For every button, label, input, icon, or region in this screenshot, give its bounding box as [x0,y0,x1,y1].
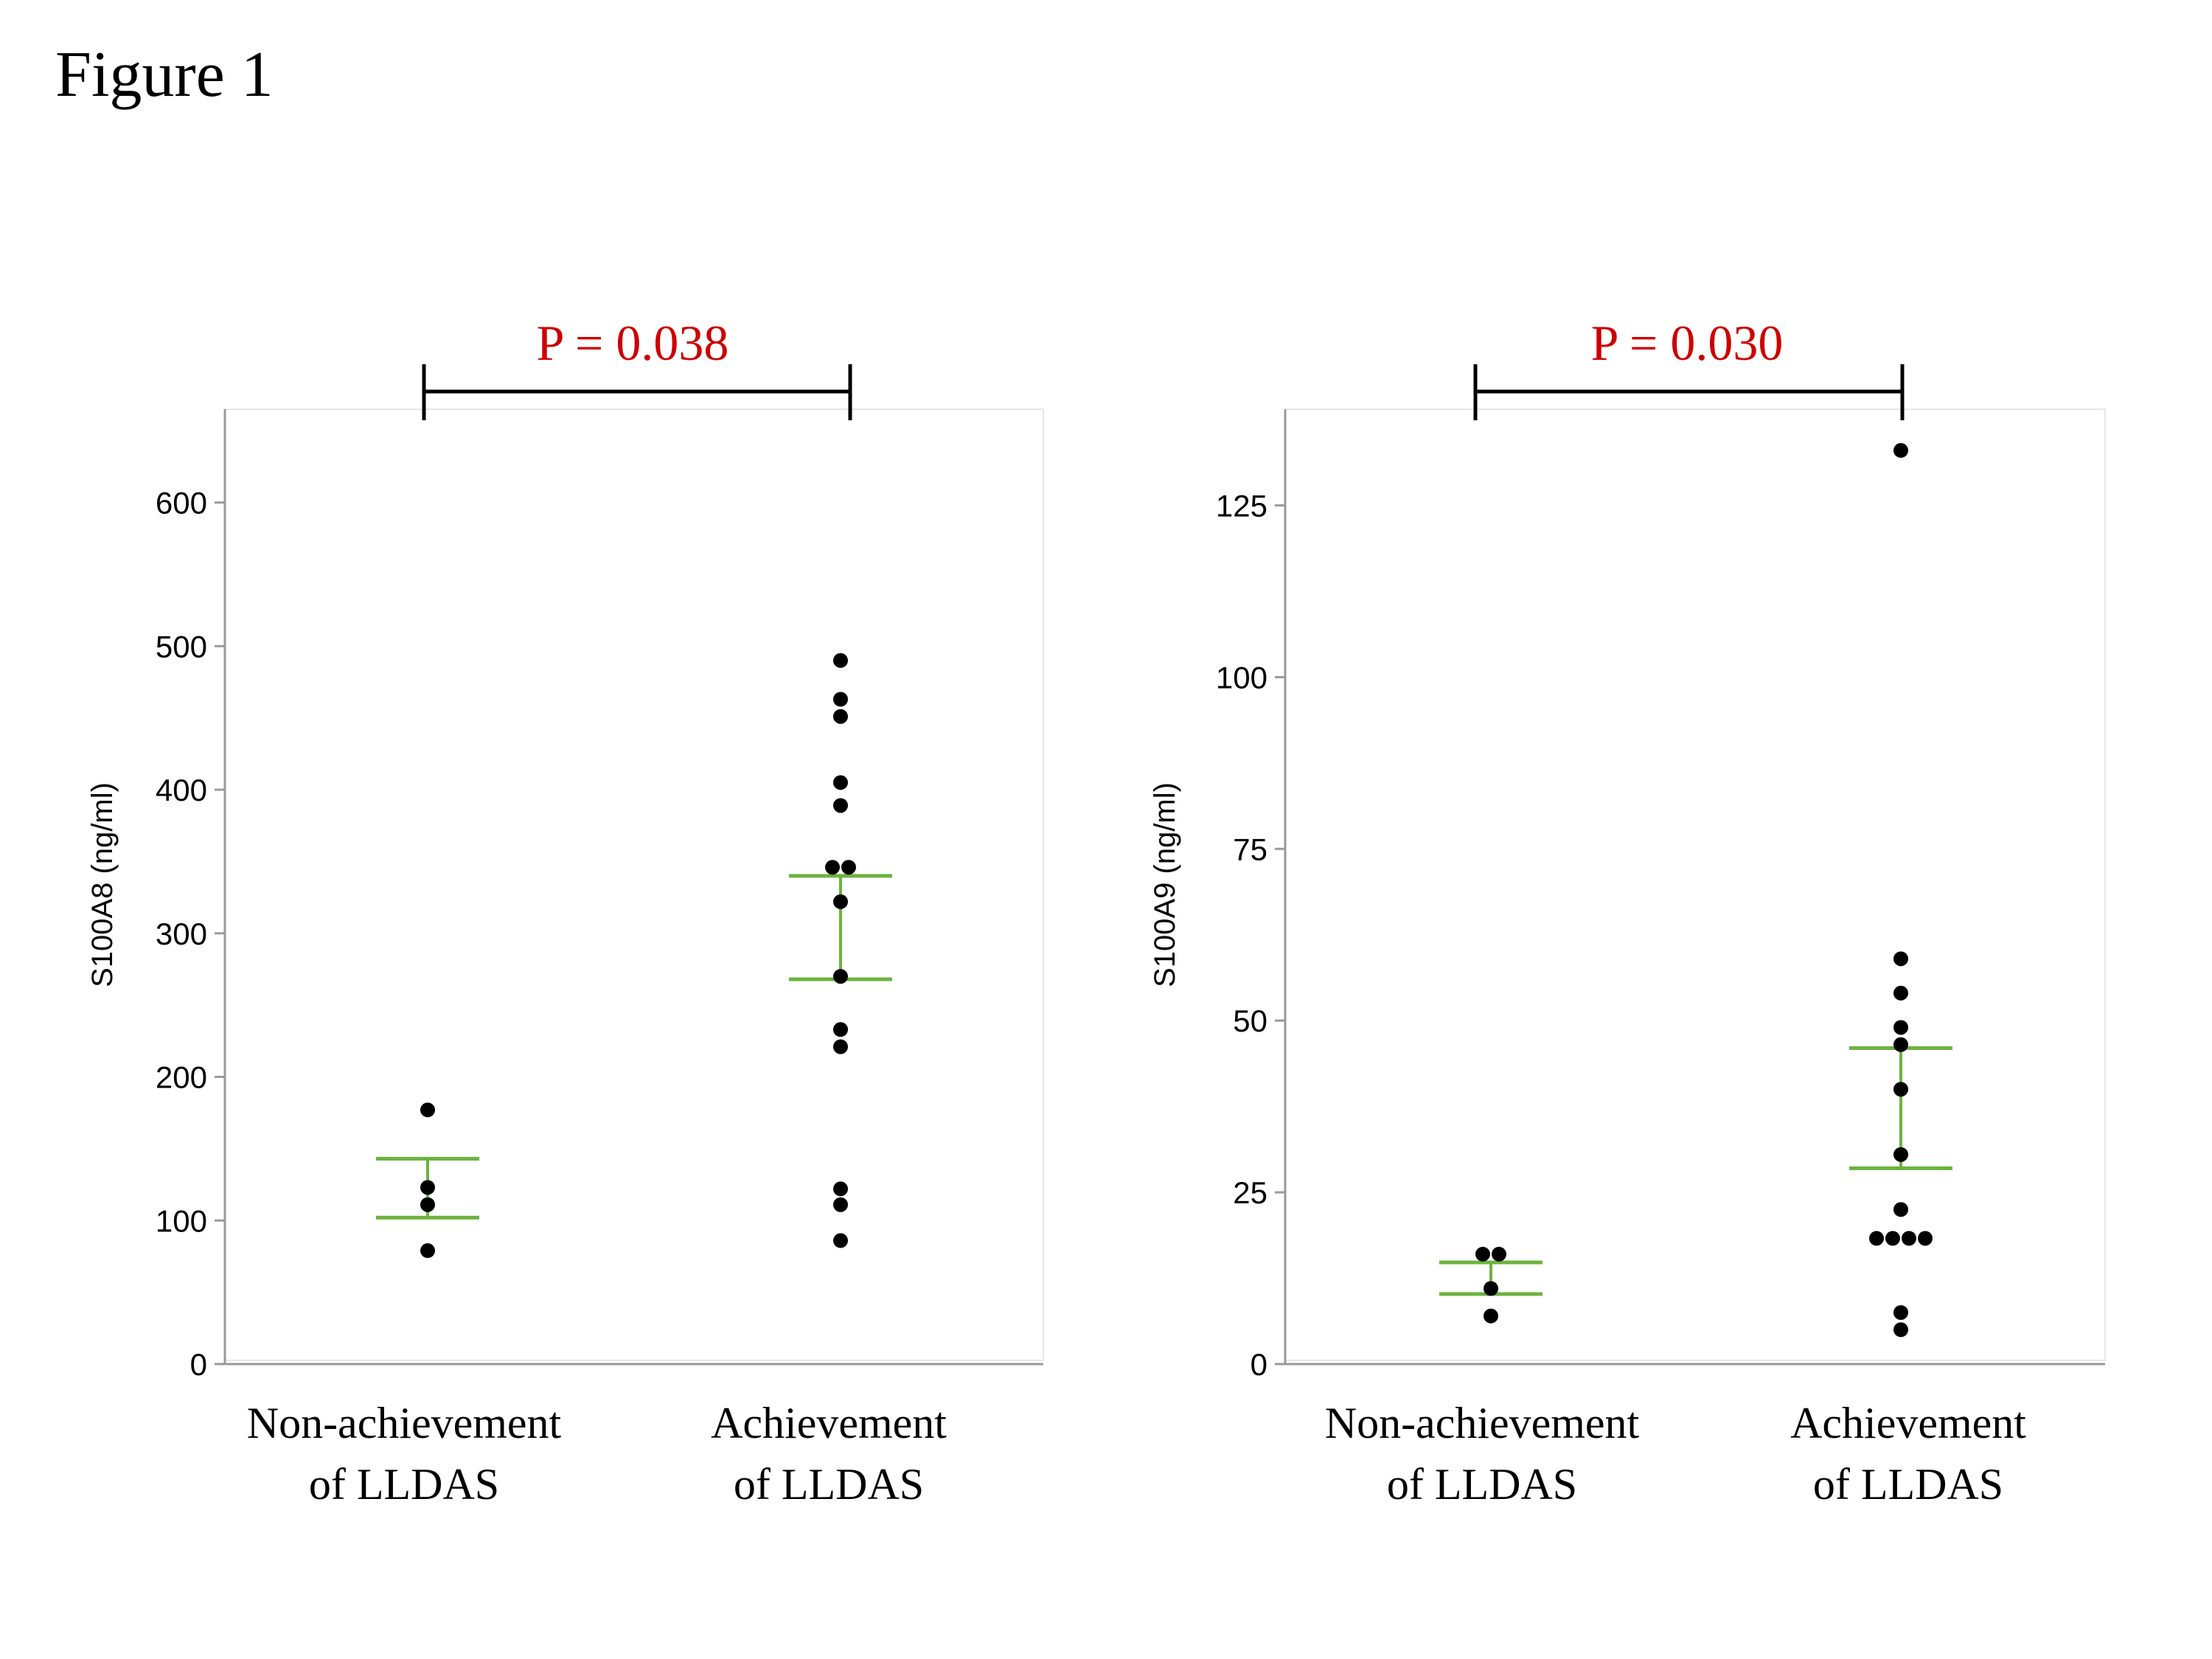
data-point [833,1197,848,1212]
category-label: of LLDAS [309,1460,499,1509]
data-point [1893,985,1908,1001]
category-label: of LLDAS [1387,1460,1577,1509]
y-tick-label: 0 [190,1347,207,1382]
significance-bracket: P = 0.030 [1473,315,1905,420]
data-point [1893,442,1908,458]
data-point [420,1197,435,1212]
y-tick-label: 125 [1216,488,1267,523]
y-tick-label: 300 [156,917,207,951]
y-ticks: 0 25 50 75 100 125 [1216,488,1285,1382]
data-point [833,1233,848,1248]
y-axis-label: S100A9 (ng/ml) [1149,782,1181,987]
data-point [1484,1308,1498,1324]
error-bars [1439,1046,1952,1296]
category-labels: Non-achievement of LLDAS Achievement of … [1325,1399,2026,1509]
y-tick-label: 500 [156,629,207,664]
category-label: of LLDAS [1813,1460,2003,1509]
data-point [833,692,848,707]
data-point [1475,1246,1490,1262]
data-point [420,1243,435,1259]
y-tick-label: 200 [156,1060,207,1095]
data-point [1869,1231,1884,1246]
data-point [1902,1231,1916,1246]
p-value-label: P = 0.030 [1591,315,1784,371]
data-points [1475,442,1933,1338]
data-point [1893,1037,1908,1052]
data-point [833,1022,848,1037]
y-axis-label: S100A8 (ng/ml) [86,782,119,987]
data-point [1893,1305,1908,1321]
y-tick-label: 400 [156,773,207,807]
data-point [833,798,848,813]
data-point [833,894,848,909]
data-point [833,969,848,984]
data-point [420,1102,435,1118]
data-point [1893,1202,1908,1217]
y-tick-label: 600 [156,486,207,521]
y-ticks: 0 100 200 300 400 500 600 [156,486,225,1382]
data-point [1893,1322,1908,1338]
data-point [833,775,848,790]
significance-bracket: P = 0.038 [422,315,852,420]
data-point [833,1039,848,1054]
data-point [833,653,848,668]
data-point [1918,1231,1933,1246]
category-label: of LLDAS [734,1460,924,1509]
category-label: Achievement [711,1399,947,1447]
error-bars [376,874,892,1220]
category-labels: Non-achievement of LLDAS Achievement of … [247,1399,947,1509]
figure-title: Figure 1 [55,39,274,111]
data-point [1893,1147,1908,1162]
data-point [833,1181,848,1197]
data-point [420,1180,435,1195]
panel-s100a8: 0 100 200 300 400 500 600 S100A8 (ng/ml) P = 0… [86,315,1044,1509]
y-tick-label: 0 [1251,1347,1267,1382]
category-label: Non-achievement [247,1399,562,1447]
data-point [1492,1246,1506,1262]
data-point [1893,951,1908,967]
data-point [833,709,848,724]
plot-frame [224,408,1044,1361]
data-point [825,860,840,875]
data-point [1893,1020,1908,1035]
category-label: Non-achievement [1325,1399,1640,1447]
p-value-label: P = 0.038 [537,315,729,371]
y-tick-label: 75 [1233,832,1267,866]
axes [1284,409,2105,1366]
y-tick-label: 50 [1233,1004,1267,1038]
y-tick-label: 25 [1233,1175,1267,1210]
plot-frame [1284,408,2106,1361]
data-point [1885,1231,1900,1246]
panel-s100a9: 0 25 50 75 100 125 S100A9 (ng/ml) P = 0.030 N… [1149,315,2106,1509]
axes [223,409,1043,1366]
data-point [1893,1082,1908,1097]
y-tick-label: 100 [156,1203,207,1238]
y-tick-label: 100 [1216,660,1267,695]
category-label: Achievement [1790,1399,2026,1447]
data-points [420,653,856,1259]
data-point [841,860,856,875]
data-point [1484,1281,1498,1296]
